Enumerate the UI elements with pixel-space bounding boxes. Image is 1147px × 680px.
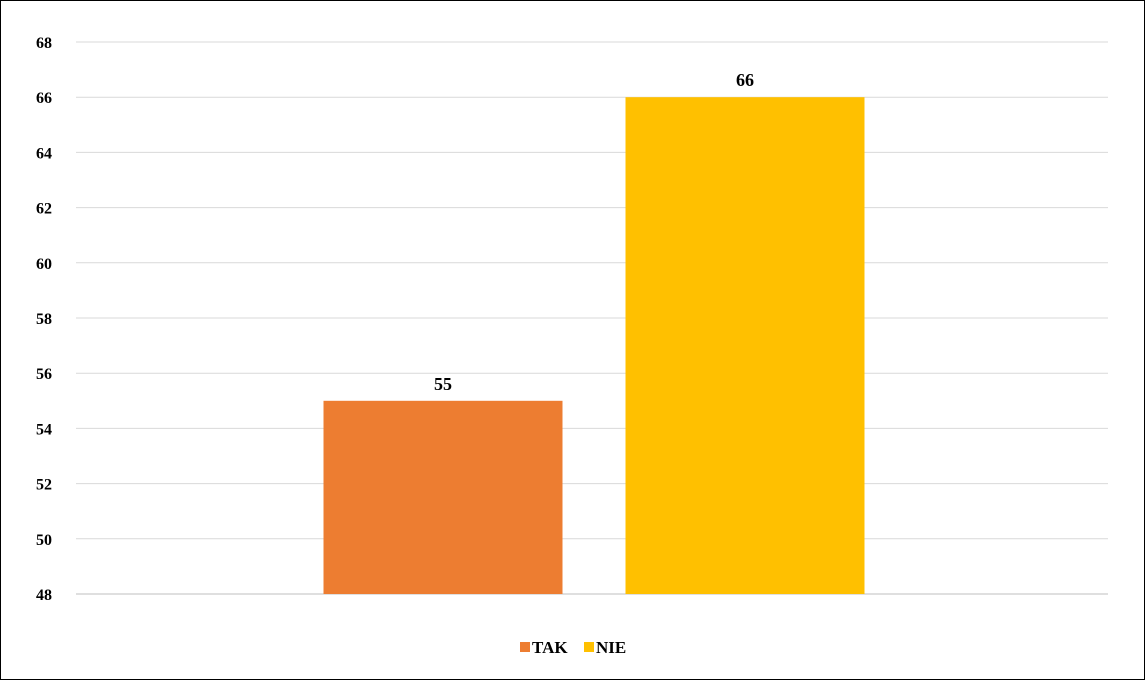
data-label-nie: 66 — [736, 70, 754, 90]
y-tick-label-68: 68 — [36, 35, 52, 52]
legend-label-tak: TAK — [532, 638, 568, 657]
data-label-tak: 55 — [434, 374, 452, 394]
y-tick-label-66: 66 — [36, 90, 52, 107]
y-tick-label-52: 52 — [36, 477, 52, 494]
legend: TAK NIE — [520, 638, 626, 657]
y-axis-ticks: 48 50 52 54 56 58 60 62 64 66 68 — [36, 35, 52, 604]
y-tick-label-50: 50 — [36, 532, 52, 549]
y-tick-label-56: 56 — [36, 366, 52, 383]
data-labels: 55 66 — [434, 70, 754, 394]
gridlines — [76, 41, 1108, 595]
y-tick-label-64: 64 — [36, 145, 52, 162]
y-tick-label-58: 58 — [36, 311, 52, 328]
legend-swatch-tak — [520, 642, 530, 652]
bars — [323, 97, 865, 594]
y-tick-label-48: 48 — [36, 587, 52, 604]
y-tick-label-54: 54 — [36, 421, 52, 438]
bar-nie — [625, 97, 865, 594]
y-tick-label-60: 60 — [36, 256, 52, 273]
y-tick-label-62: 62 — [36, 201, 52, 218]
legend-label-nie: NIE — [596, 638, 626, 657]
bar-tak — [323, 400, 563, 594]
legend-swatch-nie — [584, 642, 594, 652]
